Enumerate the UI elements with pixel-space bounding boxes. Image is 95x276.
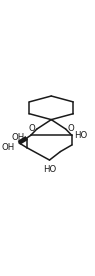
Text: OH: OH (1, 143, 14, 152)
Text: HO: HO (43, 165, 56, 174)
Text: OH: OH (11, 134, 25, 142)
Text: HO: HO (74, 131, 87, 140)
Text: O: O (68, 124, 74, 133)
Text: O: O (28, 124, 35, 133)
